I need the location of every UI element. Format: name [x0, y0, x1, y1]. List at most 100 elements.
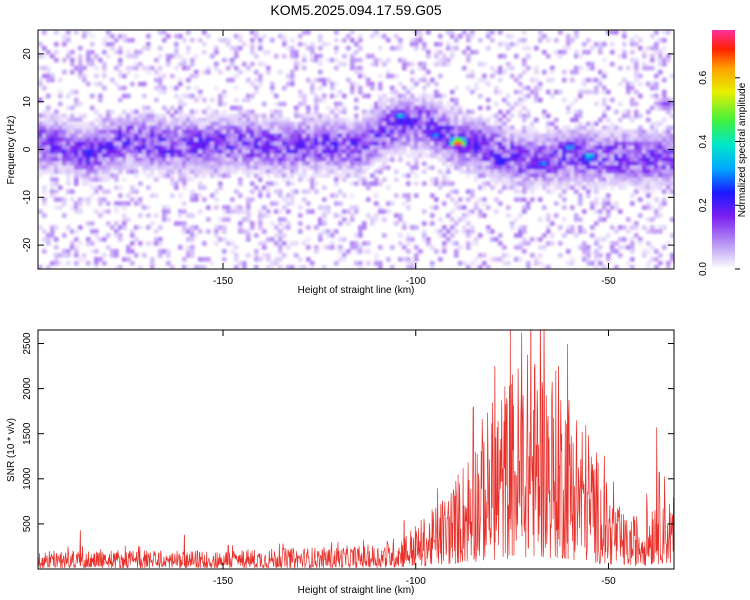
- heatmap-cell: [202, 257, 207, 262]
- heatmap-cell: [74, 117, 79, 123]
- heatmap-cell: [38, 41, 43, 47]
- heatmap-cell: [326, 121, 331, 127]
- heatmap-cell: [334, 125, 339, 131]
- heatmap-cell: [462, 213, 467, 218]
- heatmap-cell: [466, 129, 471, 135]
- heatmap-cell: [66, 161, 71, 167]
- heatmap-cell: [530, 173, 535, 178]
- heatmap-cell: [578, 173, 583, 178]
- heatmap-cell: [414, 245, 419, 250]
- heatmap-cell: [166, 209, 171, 214]
- heatmap-cell: [362, 145, 367, 151]
- heatmap-cell: [178, 125, 183, 131]
- heatmap-cell: [458, 245, 463, 250]
- heatmap-cell: [526, 93, 531, 99]
- heatmap-cell: [278, 249, 283, 254]
- heatmap-cell: [190, 73, 195, 79]
- heatmap-cell: [106, 169, 111, 174]
- heatmap-cell: [382, 121, 387, 127]
- heatmap-cell: [458, 121, 463, 127]
- heatmap-cell: [94, 265, 99, 269]
- heatmap-cell: [58, 145, 63, 151]
- heatmap-cell: [502, 133, 507, 139]
- heatmap-cell: [198, 181, 203, 186]
- heatmap-cell: [178, 165, 183, 171]
- heatmap-cell: [670, 141, 674, 147]
- heatmap-cell: [670, 169, 674, 174]
- heatmap-cell: [322, 133, 327, 139]
- heatmap-cell: [594, 253, 599, 258]
- heatmap-cell: [586, 253, 591, 258]
- heatmap-cell: [570, 133, 575, 139]
- heatmap-cell: [330, 81, 335, 87]
- heatmap-cell: [50, 173, 55, 178]
- heatmap-cell: [290, 45, 295, 51]
- heatmap-cell: [182, 129, 187, 135]
- heatmap-cell: [190, 109, 195, 115]
- heatmap-cell: [458, 157, 463, 163]
- heatmap-cell: [434, 229, 439, 234]
- heatmap-cell: [58, 113, 63, 119]
- heatmap-cell: [74, 30, 79, 35]
- heatmap-cell: [174, 65, 179, 71]
- heatmap-cell: [46, 233, 51, 238]
- heatmap-cell: [646, 133, 651, 139]
- heatmap-cell: [450, 189, 455, 194]
- heatmap-cell: [170, 161, 175, 167]
- heatmap-cell: [622, 33, 627, 39]
- heatmap-cell: [366, 149, 371, 155]
- heatmap-cell: [98, 57, 103, 63]
- heatmap-cell: [390, 45, 395, 51]
- heatmap-cell: [490, 165, 495, 171]
- heatmap-cell: [418, 117, 423, 123]
- heatmap-cell: [582, 177, 587, 182]
- heatmap-cell: [454, 137, 459, 143]
- heatmap-cell: [390, 149, 395, 155]
- heatmap-cell: [158, 249, 163, 254]
- heatmap-cell: [302, 165, 307, 171]
- heatmap-cell: [238, 193, 243, 198]
- heatmap-cell: [94, 257, 99, 262]
- heatmap-cell: [142, 129, 147, 135]
- heatmap-cell: [114, 265, 119, 269]
- heatmap-cell: [74, 133, 79, 139]
- heatmap-cell: [86, 169, 91, 174]
- heatmap-cell: [638, 213, 643, 218]
- heatmap-cell: [258, 137, 263, 143]
- heatmap-cell: [358, 249, 363, 254]
- heatmap-cell: [390, 125, 395, 131]
- heatmap-cell: [594, 249, 599, 254]
- heatmap-cell: [486, 45, 491, 51]
- heatmap-cell: [342, 93, 347, 99]
- heatmap-cell: [234, 265, 239, 269]
- heatmap-cell: [314, 105, 319, 111]
- heatmap-cell: [638, 177, 643, 182]
- heatmap-cell: [462, 125, 467, 131]
- heatmap-cell: [598, 77, 603, 83]
- heatmap-cell: [170, 129, 175, 135]
- heatmap-cell: [246, 201, 251, 206]
- heatmap-cell: [578, 161, 583, 167]
- heatmap-cell: [410, 261, 415, 266]
- heatmap-cell: [42, 85, 47, 91]
- heatmap-cell: [626, 261, 631, 266]
- heatmap-cell: [638, 161, 643, 167]
- heatmap-cell: [502, 113, 507, 119]
- heatmap-cell: [466, 109, 471, 115]
- heatmap-cell: [326, 161, 331, 167]
- heatmap-cell: [70, 241, 75, 246]
- heatmap-cell: [38, 169, 43, 174]
- heatmap-cell: [290, 69, 295, 75]
- heatmap-cell: [114, 81, 119, 87]
- heatmap-cell: [666, 125, 671, 131]
- heatmap-cell: [646, 217, 651, 222]
- heatmap-cell: [650, 93, 655, 99]
- heatmap-cell: [542, 205, 547, 210]
- heatmap-cell: [566, 185, 571, 190]
- heatmap-cell: [638, 73, 643, 79]
- heatmap-cell: [474, 177, 479, 182]
- heatmap-cell: [366, 133, 371, 139]
- heatmap-cell: [446, 133, 451, 139]
- heatmap-cell: [310, 57, 315, 63]
- heatmap-cell: [130, 81, 135, 87]
